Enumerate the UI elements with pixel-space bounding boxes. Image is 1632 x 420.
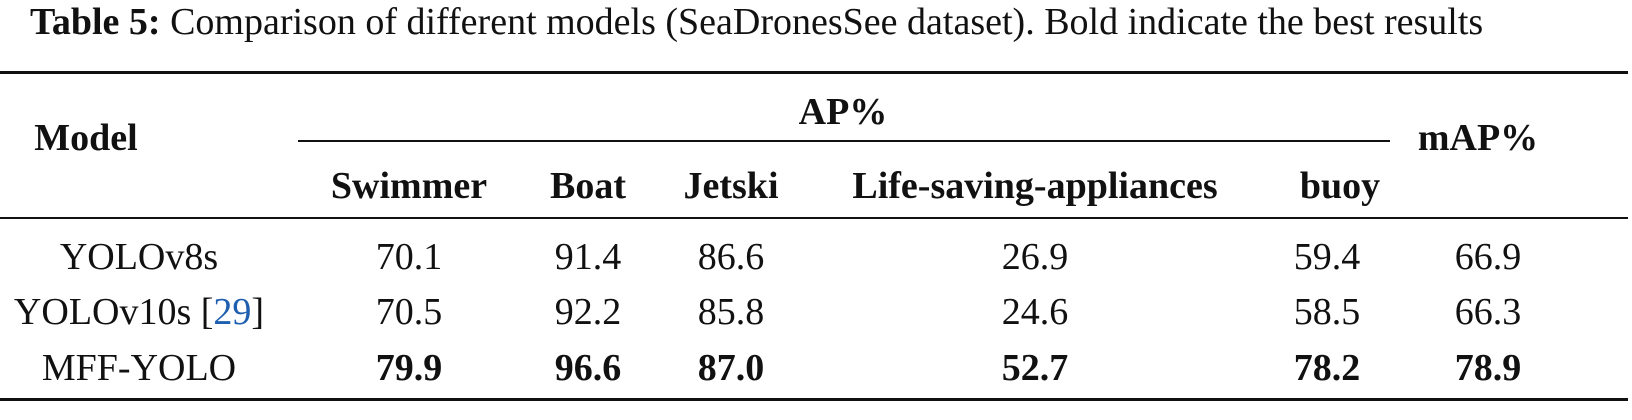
row-3-model: MFF-YOLO — [41, 347, 237, 389]
row-2-boat: 92.2 — [554, 291, 622, 333]
header-col-life-saving-appliances: Life-saving-appliances — [852, 165, 1218, 207]
row-1-map: 66.9 — [1454, 236, 1522, 278]
row-2-buoy: 58.5 — [1293, 291, 1361, 333]
table-caption: Table 5: Comparison of different models … — [30, 0, 1483, 44]
row-3-swimmer: 79.9 — [375, 347, 443, 389]
row-2-map: 66.3 — [1454, 291, 1522, 333]
caption-label: Table 5: — [30, 1, 161, 43]
header-col-swimmer: Swimmer — [330, 165, 488, 207]
table-bottom-rule — [0, 398, 1628, 401]
row-3-buoy: 78.2 — [1293, 347, 1361, 389]
row-2-jetski: 85.8 — [697, 291, 765, 333]
row-3-boat: 96.6 — [554, 347, 622, 389]
ap-group-rule — [298, 140, 1390, 142]
row-2-citation-link[interactable]: 29 — [213, 291, 252, 333]
header-ap-group: AP% — [798, 91, 888, 133]
row-2-model: YOLOv10s [29] — [13, 291, 265, 333]
header-map: mAP% — [1417, 117, 1539, 159]
row-1-jetski: 86.6 — [697, 236, 765, 278]
row-2-model-name: YOLOv10s — [13, 291, 192, 333]
header-model: Model — [34, 117, 138, 159]
row-2-life-saving-appliances: 24.6 — [1001, 291, 1069, 333]
caption-text: Comparison of different models (SeaDrone… — [170, 1, 1484, 43]
header-col-buoy: buoy — [1299, 165, 1381, 207]
row-1-boat: 91.4 — [554, 236, 622, 278]
row-3-map: 78.9 — [1454, 347, 1522, 389]
row-3-jetski: 87.0 — [697, 347, 765, 389]
row-2-swimmer: 70.5 — [375, 291, 443, 333]
row-1-swimmer: 70.1 — [375, 236, 443, 278]
row-1-buoy: 59.4 — [1293, 236, 1361, 278]
table-top-rule — [0, 71, 1628, 74]
row-1-model: YOLOv8s — [59, 236, 219, 278]
header-col-boat: Boat — [550, 165, 626, 207]
header-bottom-rule — [0, 217, 1628, 219]
row-3-life-saving-appliances: 52.7 — [1001, 347, 1069, 389]
header-col-jetski: Jetski — [683, 165, 779, 207]
row-1-life-saving-appliances: 26.9 — [1001, 236, 1069, 278]
